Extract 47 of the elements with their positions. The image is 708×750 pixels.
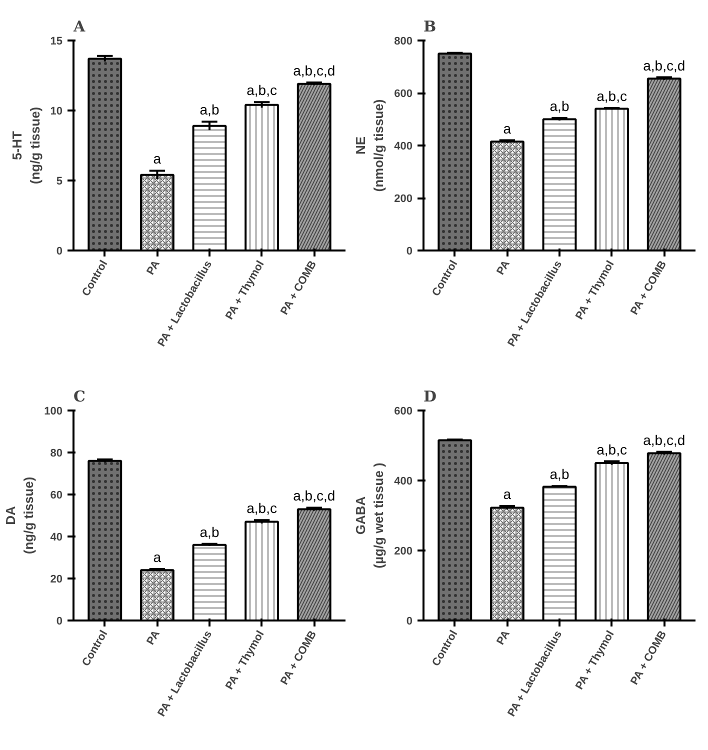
chart-title: B [424, 18, 436, 36]
y-tick-label: 80 [50, 448, 63, 460]
data-label: a [503, 486, 512, 502]
y-axis-title: DA (ng/g tissue) [3, 476, 36, 554]
data-label: a [503, 120, 512, 136]
y-tick-label: 0 [406, 246, 413, 258]
y-axis-title: 5-HT (ng/g tissue) [9, 106, 42, 184]
data-label: a,b [200, 102, 220, 118]
data-label: a,b,c,d [293, 62, 336, 78]
data-label: a,b,c [246, 82, 277, 98]
y-tick-label: 200 [394, 546, 413, 558]
y-tick-label: 400 [394, 476, 413, 488]
y-tick-label: 20 [50, 574, 63, 586]
data-label: a,b [550, 466, 570, 482]
y-tick-label: 0 [56, 616, 63, 628]
y-tick-label: 600 [394, 88, 413, 100]
y-tick-label: 60 [50, 490, 63, 502]
y-tick-label: 600 [394, 406, 413, 418]
x-tick-label: PA [144, 628, 162, 648]
y-tick-label: 200 [394, 193, 413, 205]
y-tick-label: 800 [394, 36, 413, 48]
chart-title: D [424, 388, 437, 406]
y-tick-label: 0 [406, 616, 413, 628]
y-tick-label: 15 [50, 36, 63, 48]
y-tick-label: 0 [56, 246, 63, 258]
x-tick-label: PA [494, 628, 512, 648]
y-tick-label: 10 [50, 106, 63, 118]
y-tick-label: 5 [56, 176, 63, 188]
x-tick-label: PA [144, 258, 162, 278]
y-axis-title: GABA (µg/g wet tissue ) [353, 462, 386, 568]
y-axis-title: NE (nmol/g tissue) [353, 99, 386, 192]
data-label: a,b [200, 524, 220, 540]
chart-title: A [72, 18, 86, 36]
data-label: a,b,c [246, 500, 277, 516]
y-tick-label: 400 [394, 140, 413, 152]
data-label: a,b,c,d [293, 488, 336, 504]
data-label: a,b,c [596, 88, 627, 104]
data-label: a [153, 150, 162, 167]
data-label: a,b,c [596, 441, 627, 458]
data-label: a,b [550, 98, 570, 114]
data-label: a,b,c,d [643, 57, 686, 74]
y-tick-label: 100 [44, 406, 63, 418]
chart-title: C [74, 388, 86, 406]
y-tick-label: 40 [50, 532, 63, 544]
x-tick-label: PA [494, 258, 512, 278]
data-label: a [153, 549, 162, 566]
data-label: a,b,c,d [643, 432, 686, 448]
